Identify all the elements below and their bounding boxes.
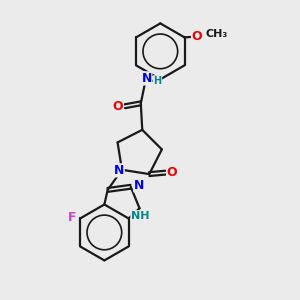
Text: N: N (142, 72, 152, 85)
Text: H: H (154, 76, 162, 86)
Text: O: O (167, 166, 177, 179)
Text: F: F (68, 212, 76, 224)
Text: N: N (134, 179, 144, 192)
Text: N: N (114, 164, 124, 177)
Text: CH₃: CH₃ (206, 29, 228, 39)
Text: NH: NH (131, 211, 149, 221)
Text: O: O (113, 100, 123, 113)
Text: O: O (192, 30, 202, 43)
